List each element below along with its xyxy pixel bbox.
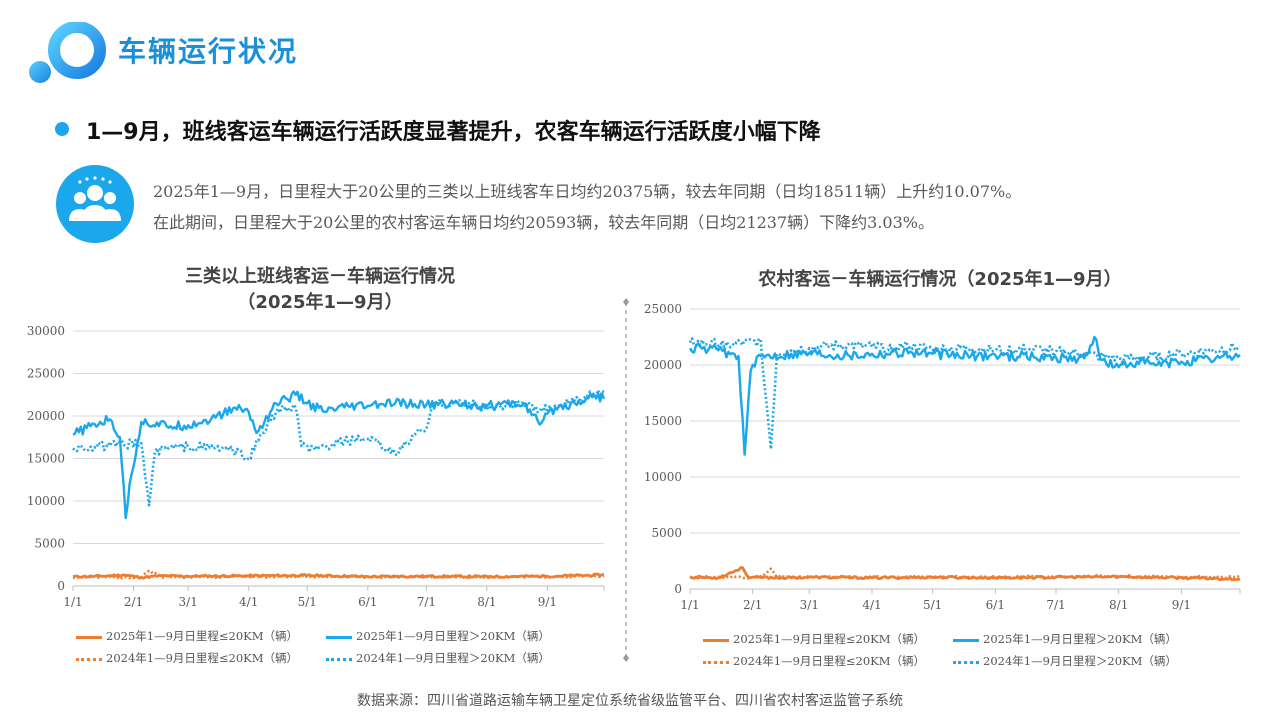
series-line-1 [688, 335, 1241, 456]
y-tick-label: 15000 [644, 414, 682, 428]
series-line-3 [72, 388, 605, 507]
chart2-title-line1: 农村客运－车辆运行情况（2025年1—9月） [758, 269, 1122, 290]
x-tick-label: 6/1 [358, 595, 377, 609]
chart2-legend-item-1: 2025年1—9月日里程＞20KM（辆） [953, 631, 1177, 647]
chart1-title-line2: （2025年1—9月） [237, 292, 403, 313]
chart2-plot: 25000 20000 15000 10000 5000 0 1/1 2/1 3/1 4/1 5/1… [644, 302, 1241, 612]
bullet-dot [55, 122, 69, 136]
vertical-divider [623, 298, 629, 662]
chart1-plot: 30000 25000 20000 15000 10000 5000 0 1/1 2/1 3/1 4… [27, 324, 606, 609]
chart1-title-line1: 三类以上班线客运－车辆运行情况 [185, 266, 455, 287]
x-tick-label: 5/1 [923, 598, 942, 612]
x-tick-label: 4/1 [239, 595, 258, 609]
headline: 1—9月，班线客运车辆运行活跃度显著提升，农客车辆运行活跃度小幅下降 [86, 120, 821, 145]
y-tick-label: 20000 [27, 409, 65, 423]
page-title: 车辆运行状况 [118, 35, 299, 68]
x-tick-label: 9/1 [538, 595, 557, 609]
y-tick-label: 10000 [644, 470, 682, 484]
chart2-title: 农村客运－车辆运行情况（2025年1—9月） [690, 265, 1190, 291]
x-tick-label: 7/1 [417, 595, 436, 609]
y-tick-label: 5000 [651, 526, 682, 540]
x-tick-label: 8/1 [1109, 598, 1128, 612]
x-tick-label: 1/1 [63, 595, 82, 609]
data-source-note: 数据来源：四川省道路运输车辆卫星定位系统省级监管平台、四川省农村客运监管子系统 [357, 693, 903, 709]
x-tick-label: 2/1 [743, 598, 762, 612]
x-tick-label: 8/1 [477, 595, 496, 609]
x-tick-label: 6/1 [986, 598, 1005, 612]
summary-line-1: 2025年1—9月，日里程大于20公里的三类以上班线客车日均约20375辆，较去… [153, 182, 1022, 201]
x-tick-label: 7/1 [1046, 598, 1065, 612]
chart1-legend-item-0: 2025年1—9月日里程≤20KM（辆） [76, 628, 298, 644]
x-tick-label: 9/1 [1172, 598, 1191, 612]
x-tick-label: 5/1 [298, 595, 317, 609]
y-tick-label: 25000 [27, 367, 65, 381]
y-tick-label: 5000 [34, 537, 65, 551]
people-group-icon [56, 165, 134, 243]
x-tick-label: 2/1 [124, 595, 143, 609]
x-tick-label: 3/1 [800, 598, 819, 612]
y-tick-label: 15000 [27, 452, 65, 466]
chart2-legend-item-0: 2025年1—9月日里程≤20KM（辆） [703, 631, 925, 647]
summary-line-2: 在此期间，日里程大于20公里的农村客运车辆日均约20593辆，较去年同期（日均2… [153, 213, 934, 232]
chart1-legend-item-2: 2024年1—9月日里程≤20KM（辆） [76, 650, 298, 666]
series-line-2 [689, 567, 1241, 580]
y-tick-label: 30000 [27, 324, 65, 338]
chart2-legend-item-3: 2024年1—9月日里程＞20KM（辆） [953, 653, 1177, 669]
chart1-legend-item-1: 2025年1—9月日里程＞20KM（辆） [326, 628, 550, 644]
y-tick-label: 25000 [644, 302, 682, 316]
ring-logo-icon [29, 22, 106, 83]
summary-text: 2025年1—9月，日里程大于20公里的三类以上班线客车日均约20375辆，较去… [153, 176, 1021, 238]
chart1-title: 三类以上班线客运－车辆运行情况 （2025年1—9月） [120, 262, 520, 314]
chart2-legend-item-2: 2024年1—9月日里程≤20KM（辆） [703, 653, 925, 669]
x-tick-label: 3/1 [179, 595, 198, 609]
chart1-legend-item-3: 2024年1—9月日里程＞20KM（辆） [326, 650, 550, 666]
x-tick-label: 4/1 [862, 598, 881, 612]
y-tick-label: 10000 [27, 494, 65, 508]
y-tick-label: 20000 [644, 358, 682, 372]
y-tick-label: 0 [57, 579, 65, 593]
x-tick-label: 1/1 [680, 598, 699, 612]
series-line-3 [688, 337, 1241, 451]
series-line-1 [72, 390, 606, 520]
y-tick-label: 0 [674, 582, 682, 596]
